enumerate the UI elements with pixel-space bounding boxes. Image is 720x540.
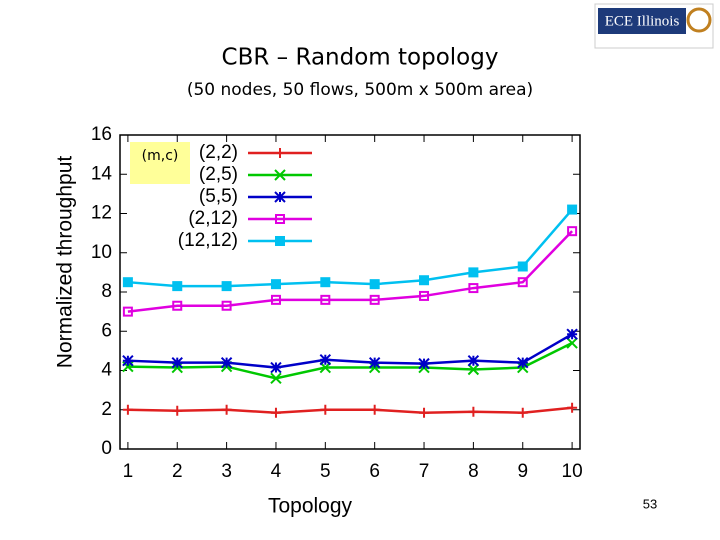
y-tick-label: 12 xyxy=(91,203,112,224)
x-tick-label: 1 xyxy=(123,461,134,482)
legend-marker xyxy=(274,191,286,203)
y-tick-label: 2 xyxy=(101,399,112,420)
legend-title: (m,c) xyxy=(142,148,179,164)
logo-text: ECE Illinois xyxy=(605,13,680,29)
legend-label: (12,12) xyxy=(178,230,238,251)
data-point xyxy=(369,294,380,305)
data-point xyxy=(517,277,528,288)
logo-box xyxy=(598,8,686,34)
legend-label: (2,2) xyxy=(199,142,238,163)
data-point xyxy=(320,404,331,415)
legend-title-box xyxy=(130,142,190,184)
x-tick-label: 3 xyxy=(221,461,232,482)
x-tick-label: 5 xyxy=(320,461,331,482)
data-point xyxy=(468,283,479,294)
data-point xyxy=(270,407,281,418)
data-point xyxy=(369,404,380,415)
series-line xyxy=(127,341,573,380)
data-point xyxy=(172,405,183,416)
series-line xyxy=(127,208,574,288)
data-point xyxy=(122,277,133,288)
legend-marker xyxy=(275,236,285,246)
data-point xyxy=(270,279,281,290)
y-tick-label: 10 xyxy=(91,242,112,263)
x-tick-label: 6 xyxy=(369,461,380,482)
data-point xyxy=(468,267,479,278)
legend-marker xyxy=(275,214,285,224)
data-point xyxy=(567,226,578,237)
data-point xyxy=(172,300,183,311)
legend-label: (2,5) xyxy=(199,164,238,185)
y-tick-label: 16 xyxy=(91,124,112,145)
data-point xyxy=(419,275,430,286)
data-point xyxy=(419,290,430,301)
data-point xyxy=(270,294,281,305)
series-line xyxy=(127,333,573,369)
x-tick-label: 9 xyxy=(517,461,528,482)
series-line xyxy=(127,406,573,414)
chart-title: CBR – Random topology xyxy=(222,45,499,71)
y-tick-label: 6 xyxy=(101,320,112,341)
data-point xyxy=(221,300,232,311)
x-tick-label: 10 xyxy=(562,461,583,482)
legend-marker xyxy=(275,148,285,158)
data-point xyxy=(468,406,479,417)
data-point xyxy=(567,402,578,413)
y-axis-label: Normalized throughput xyxy=(54,156,77,369)
data-point xyxy=(171,356,183,369)
logo-icon xyxy=(686,7,712,33)
data-point xyxy=(220,356,233,369)
data-point xyxy=(369,279,380,290)
data-point xyxy=(122,306,133,317)
data-point xyxy=(567,204,578,215)
y-tick-label: 0 xyxy=(101,438,112,459)
x-tick-label: 4 xyxy=(271,461,282,482)
data-point xyxy=(418,357,430,370)
data-point xyxy=(368,356,381,369)
chart-subtitle: (50 nodes, 50 flows, 500m x 500m area) xyxy=(187,80,533,100)
legend-label: (5,5) xyxy=(199,186,238,207)
x-tick-label: 2 xyxy=(172,461,183,482)
data-point xyxy=(172,281,183,292)
legend-label: (2,12) xyxy=(188,208,238,229)
series-line xyxy=(127,230,574,313)
data-point xyxy=(517,356,529,369)
data-point xyxy=(122,354,134,367)
data-point xyxy=(122,404,133,415)
data-point xyxy=(467,363,480,376)
y-tick-label: 8 xyxy=(101,281,112,302)
data-point xyxy=(221,281,232,292)
data-point xyxy=(517,261,528,272)
y-tick-label: 14 xyxy=(91,163,113,184)
data-point xyxy=(221,404,232,415)
data-point xyxy=(320,294,331,305)
page-number: 53 xyxy=(643,496,657,511)
data-point xyxy=(320,277,331,288)
data-point xyxy=(566,328,578,340)
x-tick-label: 7 xyxy=(419,461,430,482)
data-point xyxy=(517,407,528,418)
data-point xyxy=(270,361,282,374)
data-point xyxy=(419,407,430,418)
data-point xyxy=(566,337,578,349)
x-axis-label: Topology xyxy=(268,495,353,518)
y-tick-label: 4 xyxy=(101,360,112,381)
legend-marker xyxy=(274,169,286,181)
x-tick-label: 8 xyxy=(468,461,479,482)
data-point xyxy=(270,372,282,385)
data-point xyxy=(467,354,480,367)
data-point xyxy=(319,353,332,366)
